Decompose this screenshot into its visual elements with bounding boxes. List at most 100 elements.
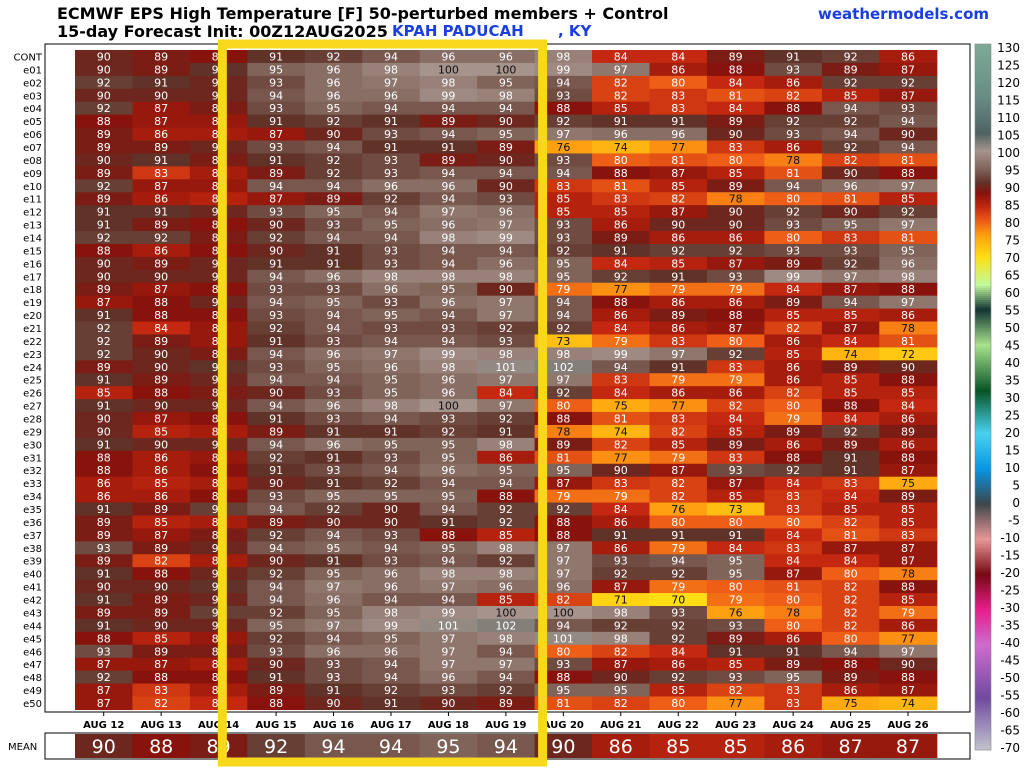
heatmap-cell xyxy=(419,308,478,323)
heatmap-cell xyxy=(879,166,938,180)
cell-value-label: 91 xyxy=(671,529,685,542)
cell-value-label: 97 xyxy=(499,374,513,387)
heatmap-cell xyxy=(362,605,421,620)
colorbar-segment xyxy=(975,172,991,175)
heatmap-cell xyxy=(362,75,421,90)
colorbar-segment xyxy=(975,628,991,631)
heatmap-cell xyxy=(592,360,651,374)
cell-value-label: 87 xyxy=(671,167,685,180)
heatmap-cell xyxy=(879,450,938,465)
cell-value-label: 102 xyxy=(553,361,574,374)
heatmap-cell xyxy=(247,140,306,155)
heatmap-cell xyxy=(706,153,765,167)
cell-value-label: 89 xyxy=(154,542,168,555)
heatmap-cell xyxy=(706,580,765,594)
cell-value-label: 90 xyxy=(154,581,168,594)
cell-value-label: 85 xyxy=(556,206,570,219)
colorbar-segment xyxy=(975,64,991,67)
colorbar-tick-label: 20 xyxy=(1005,426,1020,440)
colorbar-tick-label: 125 xyxy=(997,59,1020,73)
colorbar-segment xyxy=(975,660,991,663)
heatmap-cell xyxy=(477,360,536,374)
heatmap-cell xyxy=(247,489,306,504)
cell-value-label: 82 xyxy=(671,193,685,206)
colorbar-segment xyxy=(975,86,991,89)
heatmap-cell xyxy=(821,127,880,142)
heatmap-cell xyxy=(132,231,191,245)
cell-value-label: 89 xyxy=(901,490,915,503)
cell-value-label: 80 xyxy=(786,516,800,529)
heatmap-cell xyxy=(362,554,421,568)
heatmap-cell xyxy=(75,192,134,206)
brand-link[interactable]: weathermodels.com xyxy=(818,5,990,23)
heatmap-cell xyxy=(649,424,708,439)
cell-value-label: 91 xyxy=(97,219,111,232)
member-label: e10 xyxy=(23,182,42,193)
cell-value-label: 91 xyxy=(671,361,685,374)
cell-value-label: 93 xyxy=(729,464,743,477)
colorbar-segment xyxy=(975,44,991,47)
heatmap-cell xyxy=(419,618,478,633)
colorbar-segment xyxy=(975,244,991,247)
cell-value-label: 93 xyxy=(556,658,570,671)
colorbar-segment xyxy=(975,614,991,617)
cell-value-label: 92 xyxy=(556,244,570,257)
heatmap-cell xyxy=(706,243,765,258)
heatmap-cell xyxy=(821,489,880,504)
heatmap-cell xyxy=(477,88,536,103)
heatmap-cell xyxy=(821,683,880,698)
heatmap-cell xyxy=(477,179,536,193)
cell-value-label: 94 xyxy=(269,594,283,607)
heatmap-cell xyxy=(304,50,363,64)
heatmap-cell xyxy=(362,644,421,659)
heatmap-cell xyxy=(534,114,593,129)
heatmap-cell xyxy=(419,683,478,698)
colorbar-tick-label: -60 xyxy=(1000,706,1020,720)
heatmap-cell xyxy=(247,696,306,711)
cell-value-label: 91 xyxy=(499,425,513,438)
mean-value-label: 87 xyxy=(838,736,862,758)
heatmap-cell xyxy=(764,75,823,90)
cell-value-label: 86 xyxy=(671,658,685,671)
cell-value-label: 92 xyxy=(327,503,341,516)
cell-value-label: 101 xyxy=(553,632,574,645)
cell-value-label: 89 xyxy=(154,50,168,63)
cell-value-label: 95 xyxy=(901,244,915,257)
cell-value-label: 96 xyxy=(441,671,455,684)
heatmap-cell xyxy=(419,476,478,491)
colorbar-segment xyxy=(975,226,991,229)
cell-value-label: 90 xyxy=(327,516,341,529)
colorbar-tick-label: 65 xyxy=(1005,269,1020,283)
cell-value-label: 92 xyxy=(556,387,570,400)
colorbar-segment xyxy=(975,418,991,421)
cell-value-label: 84 xyxy=(154,322,168,335)
member-label: e43 xyxy=(23,608,42,619)
cell-value-label: 96 xyxy=(384,645,398,658)
cell-value-label: 88 xyxy=(441,529,455,542)
colorbar-segment xyxy=(975,128,991,131)
colorbar-segment xyxy=(975,332,991,335)
heatmap-cell xyxy=(247,644,306,659)
heatmap-cell xyxy=(649,683,708,698)
cell-value-label: 90 xyxy=(97,257,111,270)
cell-value-label: 86 xyxy=(786,632,800,645)
cell-value-label: 83 xyxy=(671,89,685,102)
member-label: e30 xyxy=(23,440,42,451)
heatmap-cell xyxy=(132,618,191,633)
heatmap-cell xyxy=(534,554,593,568)
colorbar-segment xyxy=(975,716,991,719)
colorbar-segment xyxy=(975,290,991,293)
heatmap-cell xyxy=(75,618,134,633)
heatmap-cell xyxy=(649,670,708,685)
colorbar-segment xyxy=(975,648,991,651)
heatmap-cell xyxy=(247,450,306,465)
heatmap-cell xyxy=(764,437,823,452)
heatmap-cell xyxy=(821,618,880,633)
heatmap-cell xyxy=(477,192,536,206)
cell-value-label: 94 xyxy=(441,594,455,607)
heatmap-cell xyxy=(706,347,765,361)
heatmap-cell xyxy=(132,515,191,530)
heatmap-cell xyxy=(592,231,651,245)
cell-value-label: 92 xyxy=(671,568,685,581)
cell-value-label: 99 xyxy=(614,348,628,361)
